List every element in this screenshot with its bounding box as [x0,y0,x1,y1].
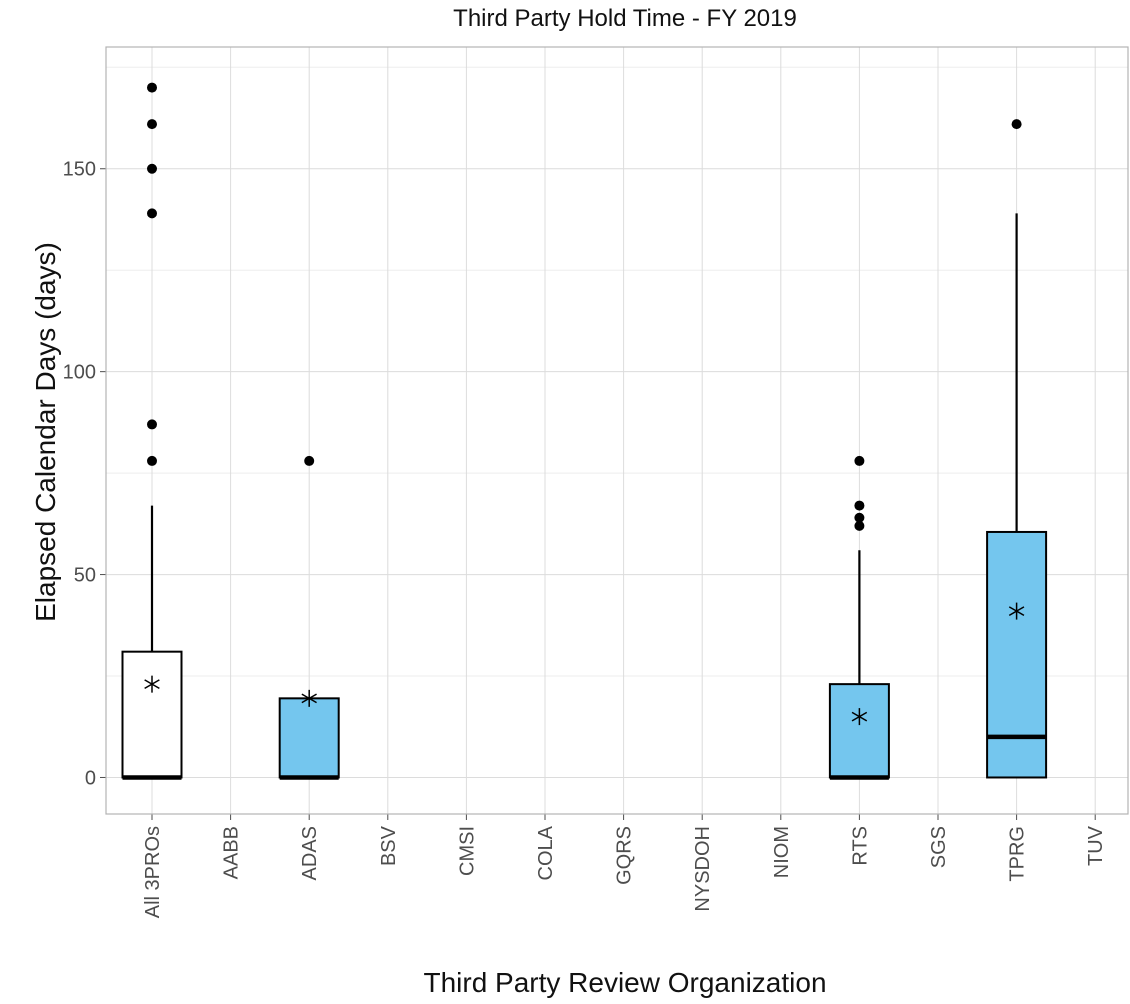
mean-marker [851,708,868,726]
outlier-point [854,500,865,511]
x-tick-label: ADAS [299,826,321,880]
outlier-point [147,163,157,174]
y-tick-label: 100 [63,362,96,384]
x-tick-label: RTS [849,826,871,866]
y-tick-label: 0 [85,767,96,789]
x-tick-label: TPRG [1007,826,1029,882]
x-tick-label: COLA [535,825,557,880]
box [278,697,340,779]
mean-marker [1008,602,1025,620]
outlier-point [1011,119,1022,130]
outlier-point [854,512,865,523]
x-tick-label: SGS [928,826,950,868]
chart-title: Third Party Hold Time - FY 2019 [453,5,797,32]
mean-marker-stroke [1008,606,1025,616]
mean-marker-stroke [144,679,160,690]
outlier-point [147,82,157,93]
x-tick-label: NYSDOH [692,826,714,912]
x-axis-title: Third Party Review Organization [423,967,827,998]
outlier-point [147,119,157,130]
y-tick-label: 150 [63,159,96,181]
outlier-point [147,455,157,466]
mean-marker-stroke [851,711,868,722]
x-tick-label: AABB [221,826,243,879]
x-tick-label: TUV [1085,825,1107,866]
plot-border [105,46,1129,815]
mean-marker [144,675,160,693]
box [986,530,1048,779]
x-tick-label: BSV [378,825,400,866]
outlier-point [147,419,157,430]
outlier-point [854,520,865,531]
box [828,683,890,779]
mean-marker [301,689,317,707]
y-tick-label: 50 [74,565,96,587]
outlier-point [304,455,315,466]
x-tick-label: CMSI [456,826,478,876]
outlier-point [147,208,157,219]
mean-marker-stroke [301,693,317,704]
x-tick-label: GQRS [614,826,636,885]
x-tick-label: NIOM [771,826,793,878]
x-tick-label: All 3PROs [142,826,164,918]
box [121,650,183,779]
outlier-point [854,455,865,466]
